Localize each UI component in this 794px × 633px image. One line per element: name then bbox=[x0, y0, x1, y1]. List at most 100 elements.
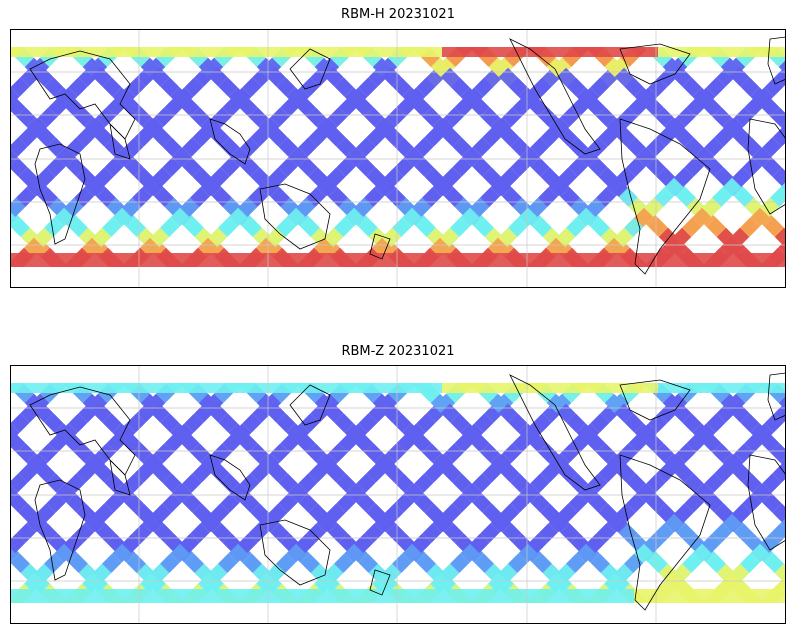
swath-cell bbox=[22, 383, 34, 393]
swath-cell bbox=[298, 253, 310, 267]
swath-cell bbox=[658, 47, 670, 57]
swath-cell bbox=[454, 253, 466, 267]
swath-cell bbox=[766, 253, 778, 267]
coastline bbox=[289, 384, 331, 426]
swath-cell bbox=[394, 47, 406, 57]
swath-cell bbox=[286, 47, 298, 57]
swath-cell bbox=[22, 589, 34, 603]
swath-cell bbox=[562, 253, 574, 267]
swath-cell bbox=[34, 383, 46, 393]
swath-cell bbox=[694, 253, 706, 267]
swath-cell bbox=[670, 383, 682, 393]
swath-cell bbox=[226, 47, 238, 57]
swath-cell bbox=[418, 47, 430, 57]
swath-cell bbox=[706, 253, 718, 267]
swath-cell bbox=[202, 589, 214, 603]
swath-cell bbox=[730, 253, 742, 267]
swath-cell bbox=[730, 383, 742, 393]
swath-cell bbox=[598, 589, 610, 603]
swath-cell bbox=[538, 589, 550, 603]
coastline bbox=[109, 122, 131, 160]
swath-cell bbox=[490, 383, 502, 393]
swath-cell bbox=[754, 47, 766, 57]
swath-cell bbox=[562, 589, 574, 603]
swath-cell bbox=[34, 589, 46, 603]
swath-cell bbox=[442, 253, 454, 267]
swath-cell bbox=[706, 47, 718, 57]
coastline bbox=[619, 43, 691, 85]
swath-cell bbox=[94, 253, 106, 267]
swath-segment bbox=[10, 137, 28, 165]
swath-cell bbox=[46, 253, 58, 267]
swath-cell bbox=[154, 47, 166, 57]
swath-cell bbox=[382, 383, 394, 393]
swath-cell bbox=[754, 383, 766, 393]
swath-cell bbox=[274, 47, 286, 57]
swath-cell bbox=[526, 47, 538, 57]
coastline bbox=[619, 118, 711, 275]
swath-cell bbox=[454, 47, 466, 57]
swath-cell bbox=[550, 253, 562, 267]
swath-cell bbox=[418, 253, 430, 267]
swath-cell bbox=[730, 47, 742, 57]
swath-cell bbox=[706, 589, 718, 603]
swath-cell bbox=[718, 253, 730, 267]
swath-cell bbox=[154, 253, 166, 267]
swath-cell bbox=[586, 383, 598, 393]
swath-cell bbox=[214, 589, 226, 603]
swath-cell bbox=[190, 253, 202, 267]
swath-cell bbox=[178, 589, 190, 603]
swath-cell bbox=[82, 589, 94, 603]
swath-cell bbox=[538, 253, 550, 267]
swath-cell bbox=[166, 253, 178, 267]
coastline bbox=[369, 233, 391, 260]
swath-cell bbox=[382, 47, 394, 57]
swath-cell bbox=[406, 47, 418, 57]
swath-cell bbox=[70, 253, 82, 267]
swath-cell bbox=[574, 47, 586, 57]
swath-cell bbox=[670, 47, 682, 57]
swath-cell bbox=[106, 383, 118, 393]
swath-cell bbox=[646, 47, 658, 57]
swath-cell bbox=[10, 47, 22, 57]
swath-cell bbox=[310, 253, 322, 267]
swath-cell bbox=[358, 589, 370, 603]
swath-cell bbox=[250, 47, 262, 57]
swath-cell bbox=[190, 383, 202, 393]
swath-cell bbox=[190, 589, 202, 603]
swath-cell bbox=[286, 589, 298, 603]
panel-title-rbm-h: RBM-H 20231021 bbox=[341, 7, 455, 22]
swath-cell bbox=[430, 383, 442, 393]
swath-cell bbox=[166, 47, 178, 57]
swath-cell bbox=[406, 253, 418, 267]
swath-cell bbox=[466, 253, 478, 267]
swath-cell bbox=[670, 589, 682, 603]
swath-cell bbox=[430, 589, 442, 603]
swath-cell bbox=[46, 383, 58, 393]
coastline bbox=[209, 454, 251, 501]
swath-cell bbox=[118, 589, 130, 603]
coastline bbox=[509, 38, 601, 155]
swath-cell bbox=[526, 383, 538, 393]
swath-cell bbox=[274, 383, 286, 393]
coastline bbox=[619, 379, 691, 421]
coastline bbox=[34, 479, 86, 581]
coastline bbox=[747, 118, 786, 215]
swath-cell bbox=[442, 589, 454, 603]
swath-cell bbox=[10, 253, 22, 267]
swath-cell bbox=[550, 589, 562, 603]
coastline bbox=[619, 454, 711, 611]
swath-segment bbox=[768, 383, 786, 411]
swath-cell bbox=[142, 383, 154, 393]
swath-cell bbox=[22, 47, 34, 57]
swath-cell bbox=[226, 253, 238, 267]
swath-cell bbox=[178, 47, 190, 57]
coastline bbox=[747, 454, 786, 551]
swath-cell bbox=[622, 383, 634, 393]
swath-cell bbox=[490, 589, 502, 603]
swath-cell bbox=[346, 253, 358, 267]
swath-cell bbox=[358, 47, 370, 57]
swath-cell bbox=[394, 253, 406, 267]
map-rbm-h bbox=[10, 29, 786, 288]
swath-cell bbox=[766, 383, 778, 393]
